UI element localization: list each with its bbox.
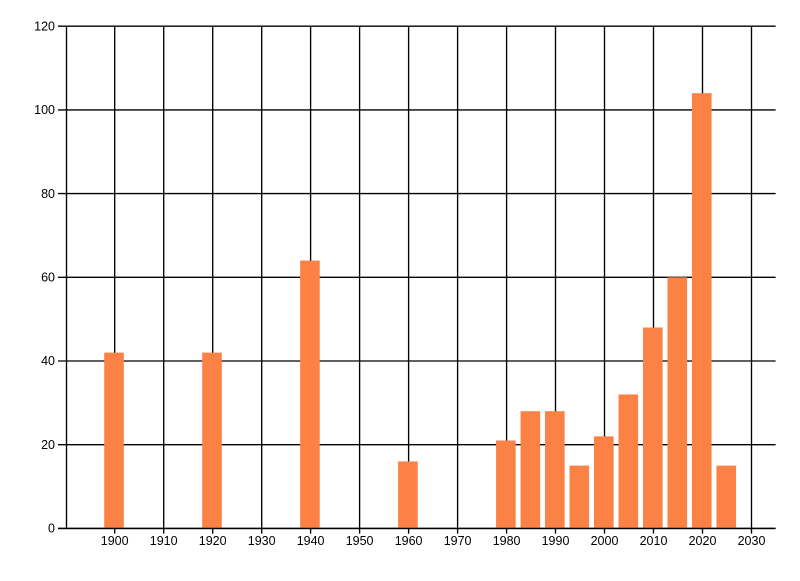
svg-text:1930: 1930 bbox=[248, 534, 276, 548]
svg-text:1940: 1940 bbox=[297, 534, 325, 548]
svg-text:1920: 1920 bbox=[199, 534, 227, 548]
svg-text:100: 100 bbox=[34, 103, 55, 117]
svg-text:1990: 1990 bbox=[542, 534, 570, 548]
svg-text:2030: 2030 bbox=[738, 534, 766, 548]
svg-text:1960: 1960 bbox=[395, 534, 423, 548]
svg-text:1980: 1980 bbox=[493, 534, 521, 548]
svg-text:120: 120 bbox=[34, 19, 55, 33]
svg-text:2000: 2000 bbox=[591, 534, 619, 548]
svg-text:1900: 1900 bbox=[101, 534, 129, 548]
svg-text:40: 40 bbox=[41, 354, 55, 368]
svg-text:20: 20 bbox=[41, 438, 55, 452]
svg-text:2010: 2010 bbox=[640, 534, 668, 548]
svg-text:0: 0 bbox=[48, 522, 55, 536]
svg-text:80: 80 bbox=[41, 187, 55, 201]
svg-text:2020: 2020 bbox=[689, 534, 717, 548]
svg-text:60: 60 bbox=[41, 271, 55, 285]
svg-text:1970: 1970 bbox=[444, 534, 472, 548]
svg-text:1910: 1910 bbox=[150, 534, 178, 548]
svg-text:1950: 1950 bbox=[346, 534, 374, 548]
